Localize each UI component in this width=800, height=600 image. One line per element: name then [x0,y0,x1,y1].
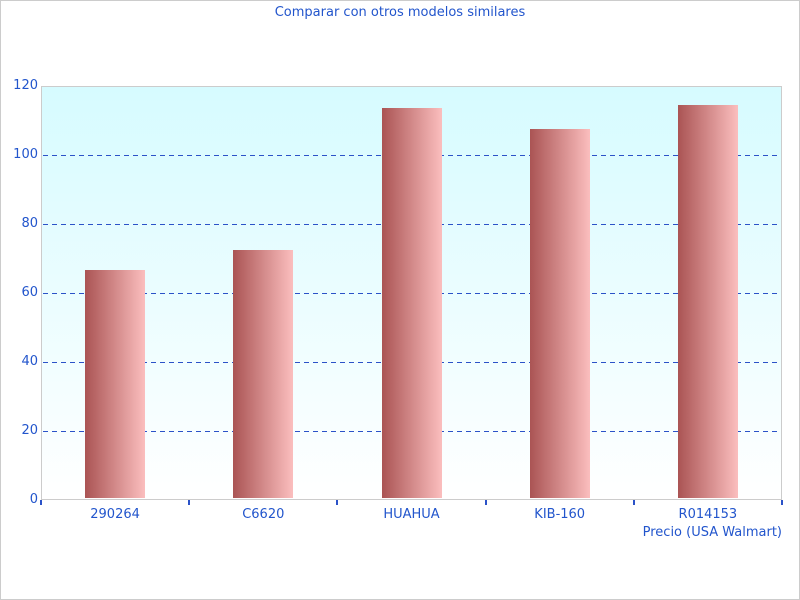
y-axis-tick-label-120: 120 [13,78,38,93]
y-axis-tick-label-60: 60 [21,285,38,300]
x-axis-category-label-KIB-160: KIB-160 [534,507,586,522]
x-axis-category-label-C6620: C6620 [242,507,285,522]
y-axis-tick-label-20: 20 [21,423,38,438]
x-axis-tick [484,500,487,505]
y-axis-tick-label-100: 100 [13,147,38,162]
y-axis-tick-label-80: 80 [21,216,38,231]
chart-title: Comparar con otros modelos similares [274,5,526,20]
x-axis-category-label-R014153: R014153 [678,507,738,522]
x-axis-tick [40,500,42,505]
bar-290264 [85,270,146,498]
bar-HUAHUA [381,108,442,498]
y-axis-tick-label-40: 40 [21,354,38,369]
x-axis-category-label-290264: 290264 [90,507,140,522]
x-axis-tick [781,500,783,505]
x-axis-category-label-HUAHUA: HUAHUA [383,507,440,522]
x-axis-tick [336,500,339,505]
bar-C6620 [233,249,294,498]
x-axis-tick [188,500,191,505]
x-axis-title: Precio (USA Walmart) [642,525,782,540]
x-axis-tick [632,500,635,505]
y-axis-tick-label-0: 0 [29,492,38,507]
plot-area [41,86,782,500]
bar-KIB-160 [529,128,590,498]
bar-R014153 [677,104,738,498]
